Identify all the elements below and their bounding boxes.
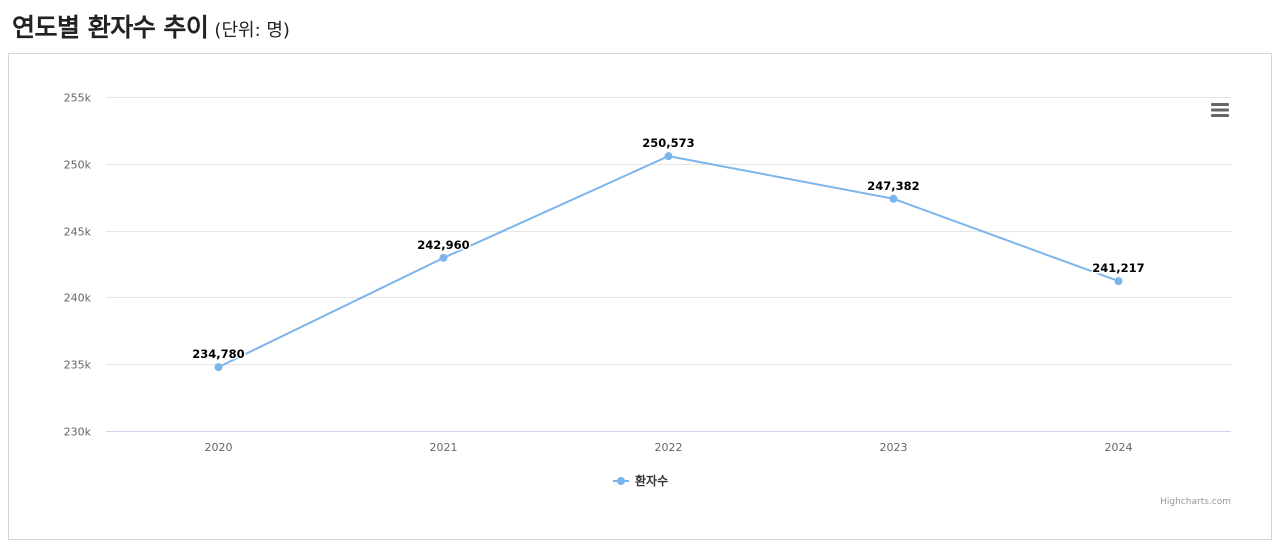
menu-bar-top	[1211, 103, 1229, 106]
y-tick-label: 245k	[64, 226, 92, 239]
hamburger-menu-icon[interactable]	[1210, 102, 1230, 118]
page-heading: 연도별 환자수 추이 (단위: 명)	[12, 8, 290, 44]
menu-bar-bottom	[1211, 114, 1229, 117]
data-label: 234,780	[192, 347, 244, 361]
series-layer	[214, 152, 1123, 372]
grid-lines	[106, 97, 1231, 365]
series-line	[218, 155, 1119, 368]
data-label: 241,217	[1092, 261, 1144, 275]
x-tick-label: 2020	[205, 441, 233, 454]
y-tick-label: 255k	[64, 92, 92, 105]
legend-item-label: 환자수	[635, 473, 668, 488]
unit-note: (단위: 명)	[214, 20, 290, 41]
x-tick-label: 2021	[430, 441, 458, 454]
menu-bar-middle	[1211, 108, 1229, 112]
axes: 230k 235k 240k 245k 250k 255k 2020 2021 2022 2023…	[64, 92, 1231, 454]
data-labels: 234,780 242,960 250,573 247,382 241,217	[191, 135, 1146, 363]
page-title: 연도별 환자수 추이	[12, 13, 209, 42]
chart-container: 230k 235k 240k 245k 250k 255k 2020 2021 2022 2023…	[8, 53, 1272, 540]
y-tick-label: 240k	[64, 292, 92, 305]
y-tick-label: 250k	[64, 159, 92, 172]
legend-symbol-marker	[617, 477, 625, 485]
x-tick-label: 2024	[1105, 441, 1133, 454]
legend[interactable]: 환자수	[613, 473, 668, 488]
credits-link[interactable]: Highcharts.com	[1160, 497, 1231, 507]
y-tick-label: 230k	[64, 426, 92, 439]
line-chart: 230k 235k 240k 245k 250k 255k 2020 2021 2022 2023…	[64, 92, 1231, 507]
x-tick-label: 2023	[880, 441, 908, 454]
data-label: 250,573	[642, 136, 694, 150]
data-point	[889, 194, 898, 203]
y-tick-label: 235k	[64, 359, 92, 372]
data-label: 242,960	[417, 238, 469, 252]
data-label: 247,382	[867, 179, 919, 193]
x-tick-label: 2022	[655, 441, 683, 454]
data-point	[1114, 277, 1123, 286]
data-point	[439, 253, 448, 262]
data-point	[214, 363, 223, 372]
data-point	[664, 152, 673, 161]
